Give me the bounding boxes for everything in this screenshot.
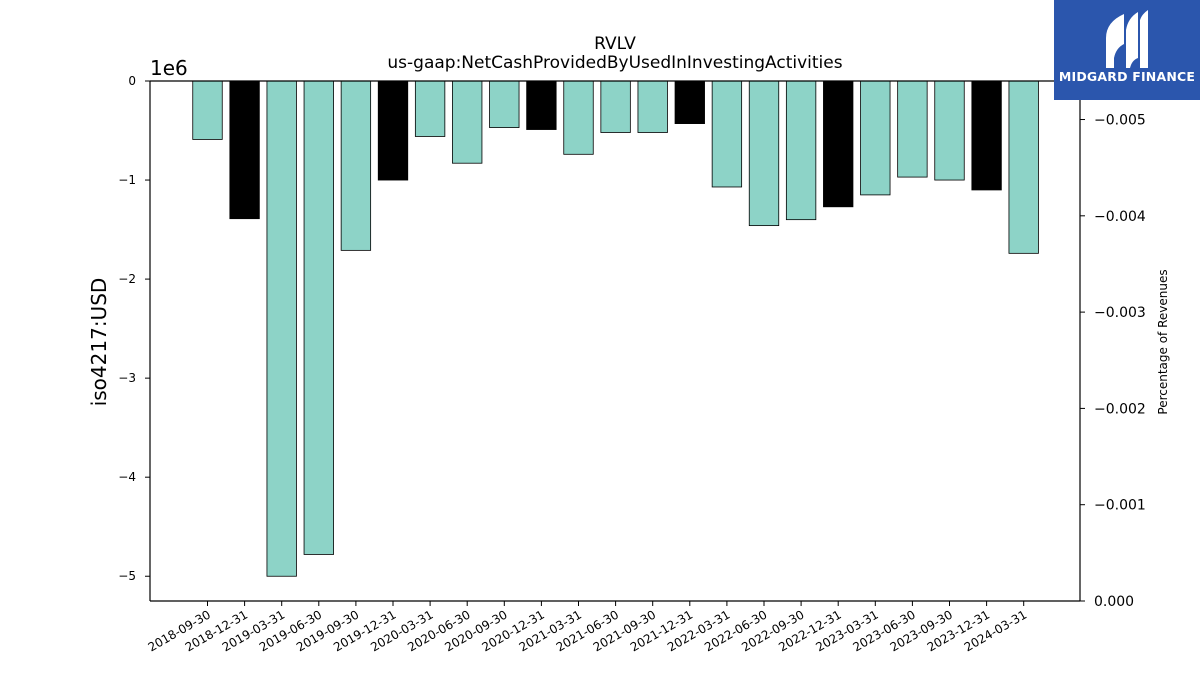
y-offset-label: 1e6: [150, 56, 188, 80]
bar-2021-12-31: [674, 80, 705, 124]
bar-2018-09-30: [192, 80, 223, 140]
y2-tick-label: −0.005: [1094, 113, 1146, 129]
bar-2022-06-30: [748, 80, 780, 227]
y-tick-label: 0: [128, 74, 136, 88]
bar-2023-03-31: [860, 80, 891, 196]
bar-2020-03-31: [414, 80, 446, 137]
y-axis-label: iso4217:USD: [87, 278, 111, 407]
chart-title: RVLV: [594, 34, 636, 54]
bar-2023-09-30: [934, 80, 965, 181]
chart-subtitle: us-gaap:NetCashProvidedByUsedInInvesting…: [387, 53, 842, 73]
midgard-finance-logo: MIDGARD FINANCE: [1054, 0, 1200, 100]
bar-2023-06-30: [897, 80, 928, 178]
y-tick-label: −3: [118, 371, 136, 385]
bar-2021-09-30: [637, 80, 668, 133]
y-tick-label: −1: [118, 173, 136, 187]
y-tick-label: −5: [118, 569, 136, 583]
y2-tick-label: −0.003: [1094, 305, 1146, 321]
bar-2019-12-31: [377, 80, 409, 181]
bar-2021-03-31: [563, 80, 594, 155]
y-tick-label: −4: [118, 470, 136, 484]
bar-2024-03-31: [1008, 80, 1039, 254]
bar-2020-12-31: [526, 80, 557, 130]
bars-group: [192, 80, 1039, 577]
bar-2018-12-31: [229, 80, 260, 220]
bar-2022-12-31: [823, 80, 854, 208]
bar-2021-06-30: [600, 80, 631, 133]
bar-2023-12-31: [971, 80, 1002, 191]
bar-2019-03-31: [266, 80, 297, 577]
bar-2020-09-30: [489, 80, 520, 128]
brand-name: MIDGARD FINANCE: [1058, 69, 1196, 84]
bar-2019-06-30: [303, 80, 334, 555]
y-tick-label: −2: [118, 272, 136, 286]
bar-2022-03-31: [711, 80, 743, 188]
y2-axis-label: Percentage of Revenues: [1156, 269, 1170, 414]
y2-tick-label: −0.004: [1094, 209, 1146, 225]
bar-2020-06-30: [452, 80, 483, 164]
y2-tick-label: 0.000: [1094, 594, 1134, 610]
bar-2022-09-30: [785, 80, 817, 221]
y2-tick-label: −0.001: [1094, 498, 1146, 514]
midgard-logo-icon: [1106, 10, 1148, 68]
y2-tick-label: −0.002: [1094, 401, 1146, 417]
bar-2019-09-30: [340, 80, 372, 251]
